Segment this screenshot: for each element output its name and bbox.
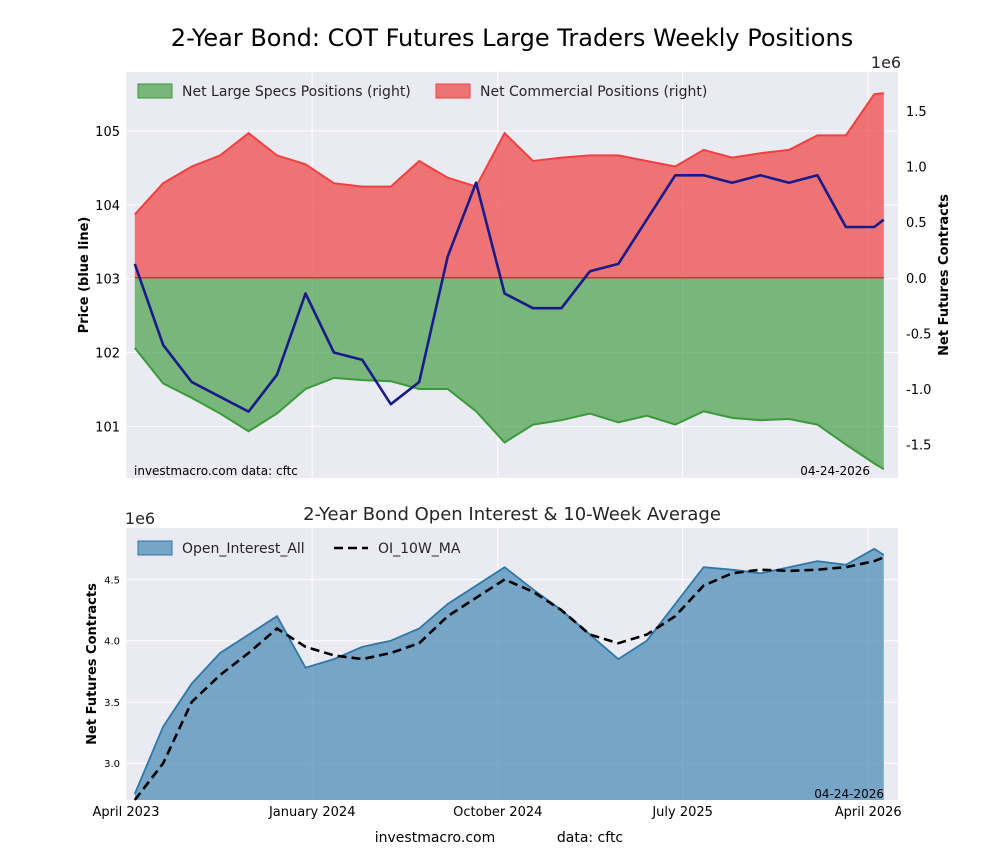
legend-swatch-open-interest [137,540,173,556]
positions-legend: Net Large Specs Positions (right) Net Co… [137,83,707,100]
positions-panel: 101 102 103 104 105 -1.5 -1.0 -0.5 0.0 0.5 1.0 1.5… [77,53,952,478]
legend-swatch-specs [137,83,173,99]
legend-swatch-commercial [435,83,471,99]
net-contracts-axis-label: Net Futures Contracts [937,194,952,356]
net-contracts-tick-label: 1.5 [906,105,927,120]
right-axis-multiplier: 1e6 [871,53,901,72]
commercial-line [134,92,884,216]
net-contracts-tick-label: 0.0 [906,272,927,287]
open-interest-tick-label: 4.0 [104,637,120,648]
footer-source: data: cftc [557,830,623,846]
date-tick-label: January 2024 [268,805,356,820]
specs-line [134,347,885,470]
date-note: 04-24-2026 [800,464,870,478]
price-tick-label: 101 [95,420,120,435]
open-interest-title: 2-Year Bond Open Interest & 10-Week Aver… [303,504,721,525]
net-contracts-tick-label: -0.5 [906,327,931,342]
open-interest-axis-ticks: 3.0 3.5 4.0 4.5 [104,575,120,770]
date-axis-ticks: April 2023 January 2024 October 2024 July 2… [93,805,902,820]
price-tick-label: 103 [95,273,120,288]
open-interest-date-note: 04-24-2026 [814,787,884,801]
open-interest-panel: 2-Year Bond Open Interest & 10-Week Aver… [85,504,902,820]
price-axis-ticks: 101 102 103 104 105 [95,125,120,435]
chart-title: 2-Year Bond: COT Futures Large Traders W… [171,24,853,52]
open-interest-area-group [133,547,885,800]
open-interest-tick-label: 3.0 [104,759,120,770]
commercial-area [134,93,884,278]
price-tick-label: 105 [95,125,120,140]
open-interest-tick-label: 4.5 [104,575,120,586]
open-interest-tick-label: 3.5 [104,698,120,709]
open-interest-legend: Open_Interest_All OI_10W_MA [137,540,461,557]
legend-label-commercial: Net Commercial Positions (right) [480,84,707,100]
price-line-group [133,174,885,413]
net-contracts-tick-label: 0.5 [906,216,927,231]
legend-label-specs: Net Large Specs Positions (right) [182,84,411,100]
date-tick-label: October 2024 [453,805,542,820]
open-interest-area [134,548,884,800]
net-contracts-axis-ticks: -1.5 -1.0 -0.5 0.0 0.5 1.0 1.5 [906,105,931,454]
open-interest-axis-label: Net Futures Contracts [85,583,100,745]
footer-site: investmacro.com [375,830,495,846]
price-axis-label: Price (blue line) [77,217,92,334]
legend-label-moving-average: OI_10W_MA [378,541,461,557]
source-note: investmacro.com data: cftc [134,464,298,478]
net-contracts-tick-label: 1.0 [906,161,927,176]
y-axis-multiplier: 1e6 [125,509,155,528]
date-tick-label: April 2023 [93,805,160,820]
date-tick-label: July 2025 [651,805,713,820]
net-contracts-tick-label: -1.5 [906,439,931,454]
price-tick-label: 102 [95,347,120,362]
price-line [133,174,885,413]
open-interest-line [133,547,885,795]
legend-label-open-interest: Open_Interest_All [182,541,305,557]
net-contracts-tick-label: -1.0 [906,383,931,398]
date-tick-label: April 2026 [835,805,902,820]
price-tick-label: 104 [95,199,120,214]
